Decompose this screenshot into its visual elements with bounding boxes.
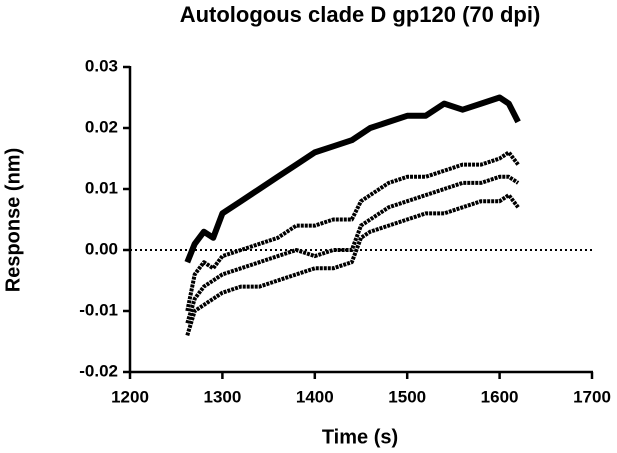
y-axis-label: Response (nm) xyxy=(2,148,24,292)
x-tick-label: 1500 xyxy=(388,387,426,406)
y-tick-label: -0.02 xyxy=(79,361,118,380)
data-line xyxy=(185,193,520,336)
y-tick-label: 0.02 xyxy=(85,117,118,136)
x-tick-label: 1600 xyxy=(481,387,519,406)
y-tick-label: -0.01 xyxy=(79,300,118,319)
y-tick-label: 0.03 xyxy=(85,56,118,75)
chart-title: Autologous clade D gp120 (70 dpi) xyxy=(180,2,541,27)
y-tick-label: 0.00 xyxy=(85,239,118,258)
x-tick-label: 1200 xyxy=(111,387,149,406)
x-tick-label: 1400 xyxy=(296,387,334,406)
data-line xyxy=(185,174,520,324)
y-tick-label: 0.01 xyxy=(85,178,118,197)
x-tick-label: 1700 xyxy=(573,387,611,406)
x-axis-label: Time (s) xyxy=(322,426,398,448)
data-line xyxy=(184,94,521,264)
data-line xyxy=(185,150,520,312)
x-tick-label: 1300 xyxy=(203,387,241,406)
